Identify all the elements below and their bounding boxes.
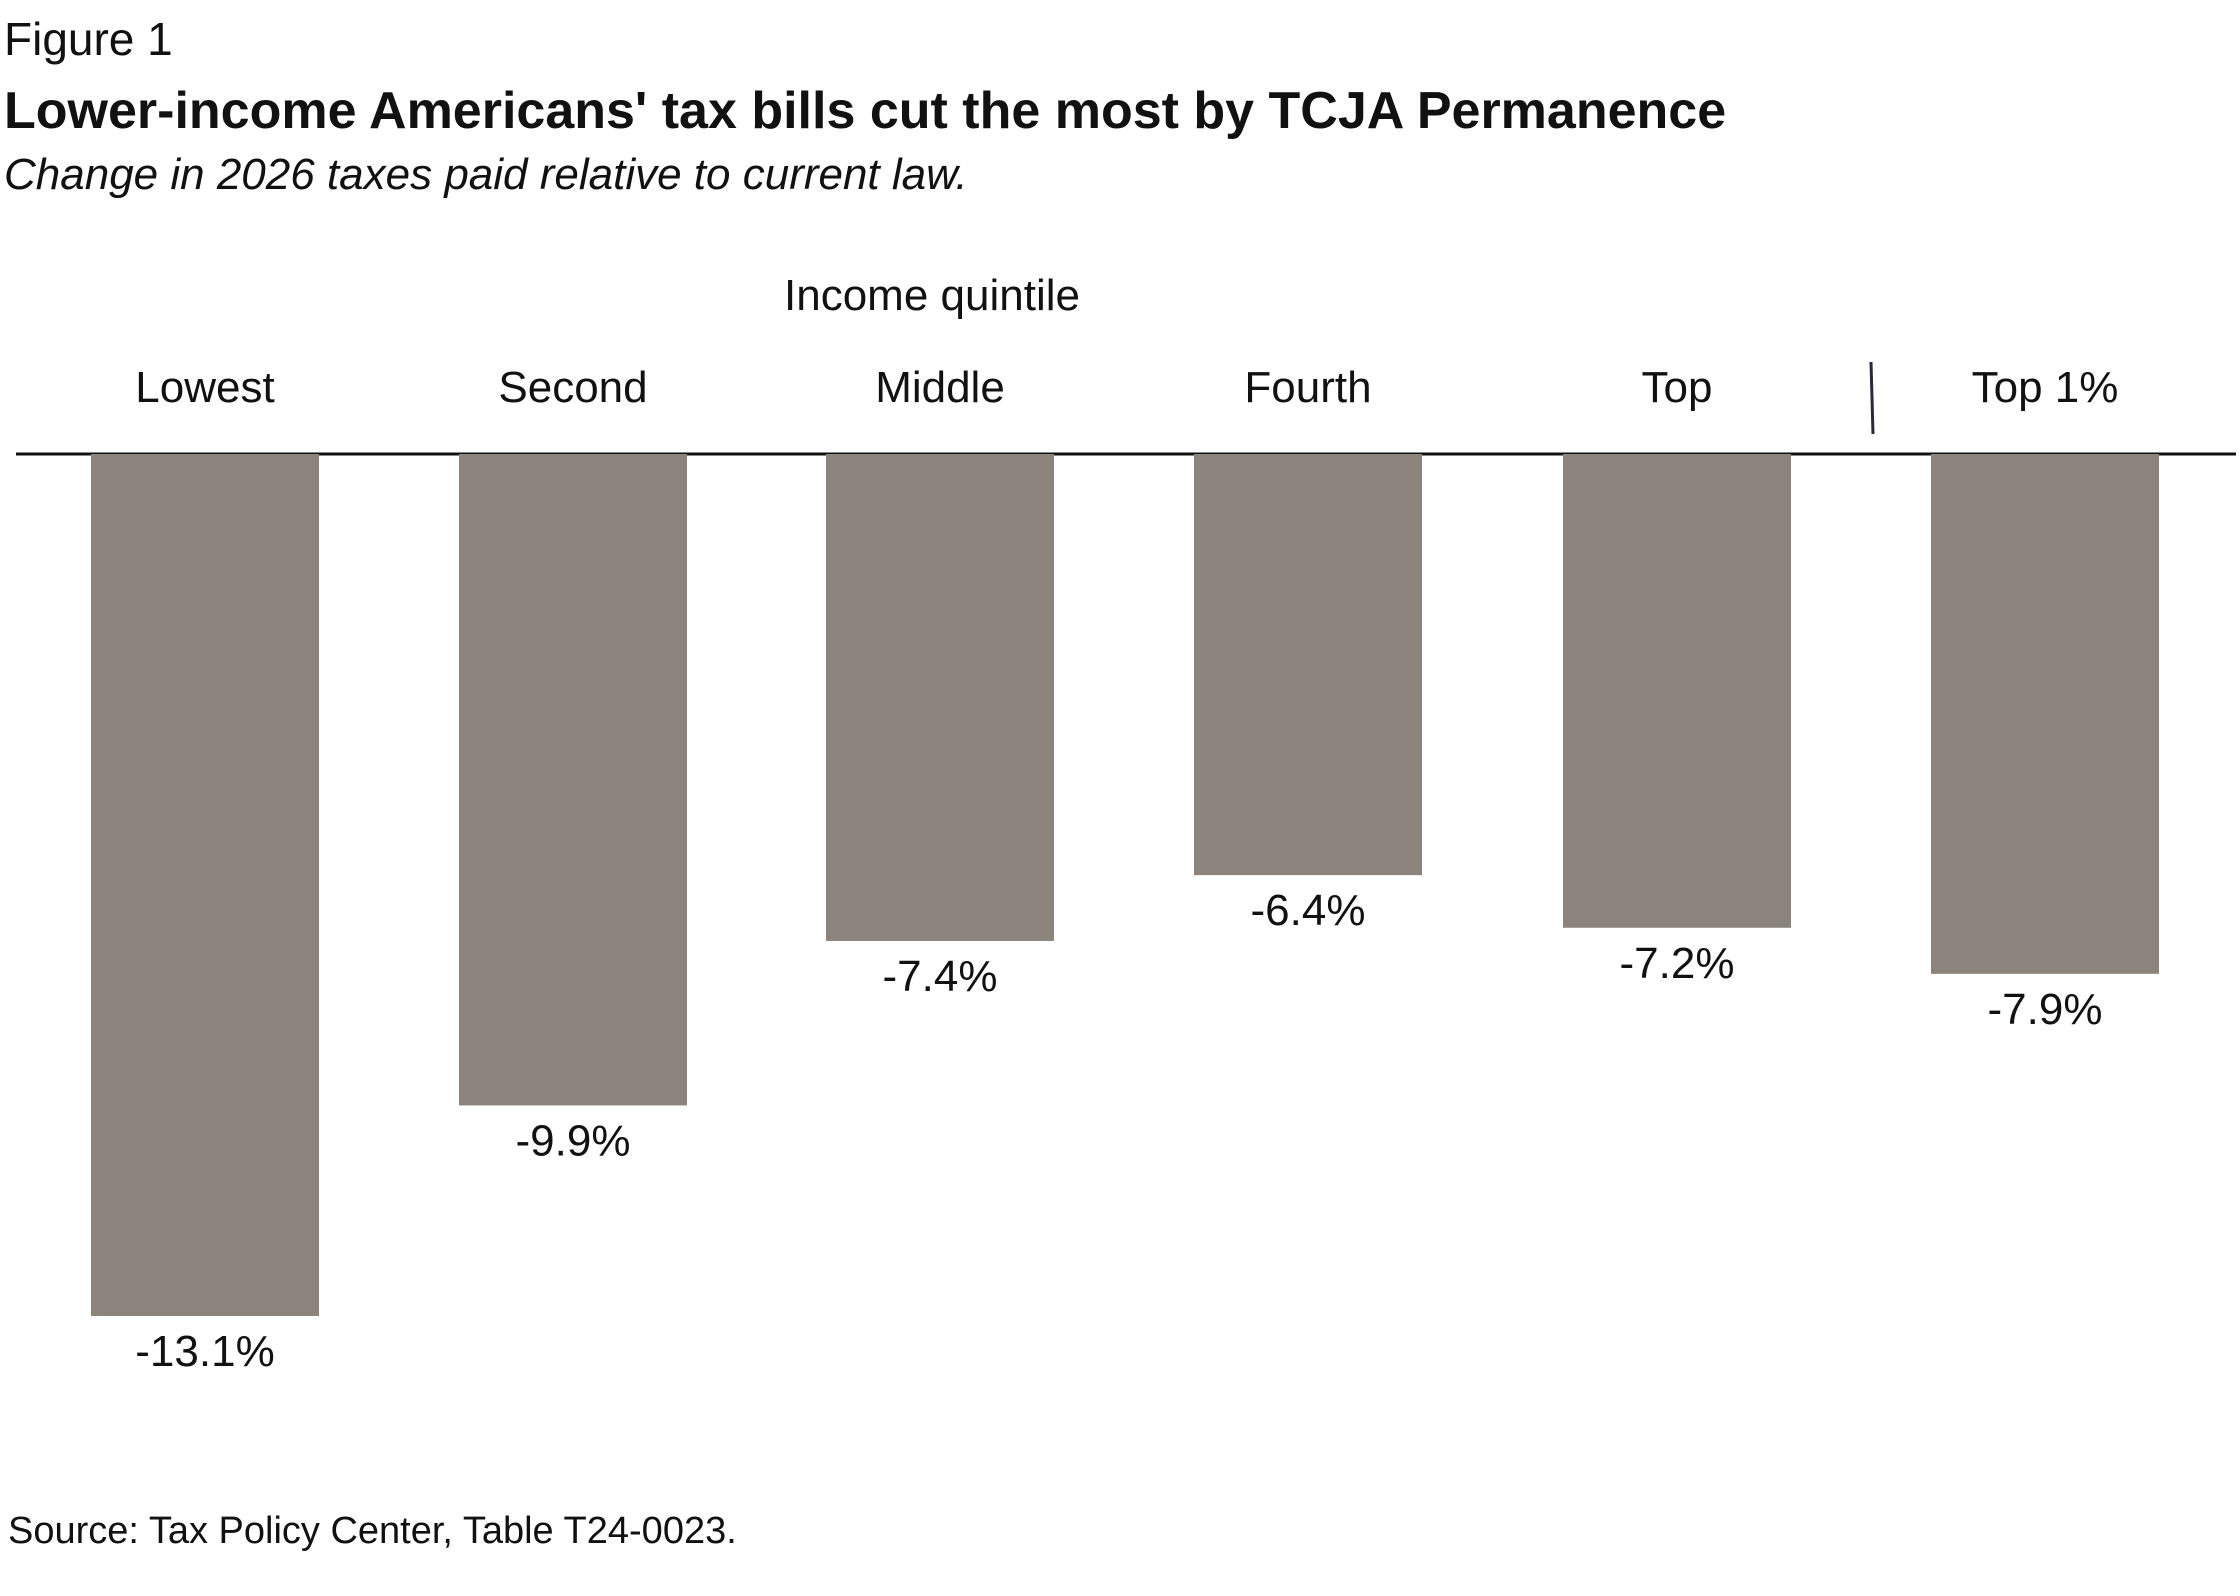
category-label-second: Second xyxy=(498,363,647,412)
bar-lowest xyxy=(91,454,319,1316)
value-labels: -13.1% -9.9% -7.4% -6.4% -7.2% -7.9% xyxy=(135,886,2102,1376)
value-label-top-1pct: -7.9% xyxy=(1988,985,2103,1034)
category-label-top: Top xyxy=(1642,363,1713,412)
source-note: Source: Tax Policy Center, Table T24-002… xyxy=(8,1510,737,1552)
figure-label: Figure 1 xyxy=(4,13,173,65)
chart-title: Lower-income Americans' tax bills cut th… xyxy=(4,82,1727,140)
bar-second xyxy=(459,454,687,1106)
category-label-fourth: Fourth xyxy=(1244,363,1371,412)
bar-middle xyxy=(826,454,1054,941)
bar-top-1pct xyxy=(1931,454,2159,974)
bar-top xyxy=(1563,454,1791,928)
chart-subtitle: Change in 2026 taxes paid relative to cu… xyxy=(4,150,968,199)
bar-fourth xyxy=(1194,454,1422,876)
group-label-income-quintile: Income quintile xyxy=(784,271,1080,320)
category-label-middle: Middle xyxy=(875,363,1005,412)
value-label-fourth: -6.4% xyxy=(1251,886,1366,935)
value-label-middle: -7.4% xyxy=(883,952,998,1001)
category-label-top-1pct: Top 1% xyxy=(1972,363,2119,412)
value-label-second: -9.9% xyxy=(516,1116,631,1165)
bars-group xyxy=(91,454,2159,1316)
top-1pct-separator xyxy=(1869,361,1875,435)
category-labels: Lowest Second Middle Fourth Top Top 1% xyxy=(135,363,2118,412)
value-label-lowest: -13.1% xyxy=(135,1327,274,1376)
category-label-lowest: Lowest xyxy=(135,363,274,412)
value-label-top: -7.2% xyxy=(1620,939,1735,988)
